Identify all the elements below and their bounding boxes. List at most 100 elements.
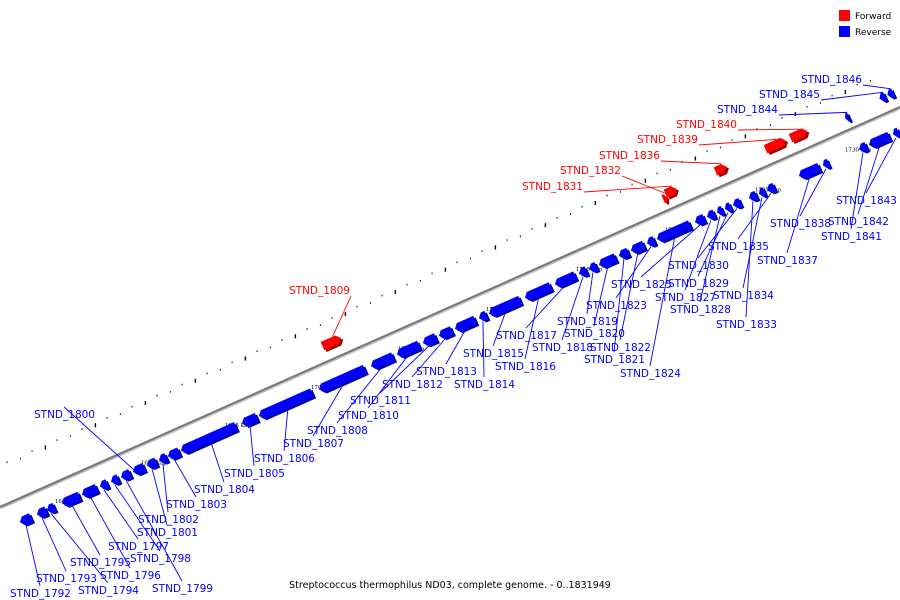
gene-feature-stnd-1834[interactable] — [757, 187, 769, 201]
gene-feature-stnd-1802[interactable] — [157, 452, 171, 466]
gene-label-stnd-1814[interactable]: STND_1814 — [454, 379, 515, 391]
gene-label-stnd-1837[interactable]: STND_1837 — [757, 255, 818, 267]
gene-feature-stnd-1823[interactable] — [645, 236, 659, 250]
gene-label-stnd-1812[interactable]: STND_1812 — [382, 379, 443, 391]
gene-label-stnd-1803[interactable]: STND_1803 — [166, 499, 227, 511]
gene-label-stnd-1815[interactable]: STND_1815 — [463, 348, 524, 360]
gene-feature-stnd-1800[interactable] — [131, 462, 149, 478]
gene-feature-stnd-1819[interactable] — [587, 261, 601, 275]
gene-feature-stnd-1835[interactable] — [765, 182, 779, 196]
gene-feature-stnd-1837[interactable] — [797, 162, 824, 182]
gene-feature-stnd-1794[interactable] — [45, 502, 59, 516]
gene-feature-stnd-1822[interactable] — [629, 240, 648, 257]
gene-feature-stnd-1808[interactable] — [369, 352, 398, 373]
gene-feature-stnd-1832[interactable] — [661, 193, 671, 206]
gene-label-stnd-1835[interactable]: STND_1835 — [708, 241, 769, 253]
gene-feature-stnd-1827[interactable] — [705, 209, 719, 223]
gene-feature-stnd-1841[interactable] — [857, 141, 871, 155]
gene-label-stnd-1811[interactable]: STND_1811 — [350, 395, 411, 407]
gene-feature-stnd-1828[interactable] — [715, 205, 727, 219]
gene-feature-stnd-1805[interactable] — [240, 412, 261, 430]
gene-feature-stnd-1836[interactable] — [713, 162, 731, 178]
gene-label-stnd-1832[interactable]: STND_1832 — [560, 165, 621, 177]
gene-label-stnd-1823[interactable]: STND_1823 — [586, 300, 647, 312]
gene-feature-stnd-1842[interactable] — [867, 131, 894, 151]
gene-label-stnd-1797[interactable]: STND_1797 — [108, 541, 169, 553]
gene-label-stnd-1818[interactable]: STND_1818 — [532, 342, 593, 354]
gene-label-stnd-1808[interactable]: STND_1808 — [307, 425, 368, 437]
gene-label-stnd-1841[interactable]: STND_1841 — [821, 231, 882, 243]
gene-feature-stnd-1807[interactable] — [317, 364, 369, 395]
gene-label-stnd-1845[interactable]: STND_1845 — [759, 89, 820, 101]
gene-feature-stnd-1792[interactable] — [18, 513, 36, 529]
gene-feature-stnd-1797[interactable] — [98, 479, 112, 493]
gene-label-stnd-1830[interactable]: STND_1830 — [668, 260, 729, 272]
gene-feature-stnd-1825[interactable] — [693, 213, 709, 228]
gene-label-stnd-1793[interactable]: STND_1793 — [36, 573, 97, 585]
gene-feature-stnd-1845[interactable] — [878, 91, 890, 105]
gene-feature-stnd-1814[interactable] — [477, 310, 491, 324]
gene-label-stnd-1804[interactable]: STND_1804 — [194, 484, 255, 496]
gene-label-stnd-1792[interactable]: STND_1792 — [10, 588, 71, 600]
gene-label-stnd-1819[interactable]: STND_1819 — [557, 316, 618, 328]
gene-label-stnd-1805[interactable]: STND_1805 — [224, 468, 285, 480]
gene-label-stnd-1813[interactable]: STND_1813 — [416, 366, 477, 378]
gene-label-stnd-1799[interactable]: STND_1799 — [152, 583, 213, 595]
gene-label-stnd-1828[interactable]: STND_1828 — [670, 304, 731, 316]
gene-feature-stnd-1830[interactable] — [731, 197, 745, 211]
gene-feature-stnd-1833[interactable] — [747, 190, 761, 204]
gene-feature-stnd-1824[interactable] — [655, 220, 695, 246]
gene-feature-stnd-1829[interactable] — [723, 202, 735, 216]
gene-label-stnd-1840[interactable]: STND_1840 — [676, 119, 737, 131]
gene-label-stnd-1843[interactable]: STND_1843 — [836, 195, 897, 207]
gene-label-stnd-1827[interactable]: STND_1827 — [655, 292, 716, 304]
gene-feature-stnd-1811[interactable] — [421, 333, 440, 350]
gene-feature-stnd-1818[interactable] — [577, 266, 591, 280]
gene-feature-stnd-1806[interactable] — [257, 388, 317, 423]
gene-label-stnd-1820[interactable]: STND_1820 — [564, 328, 625, 340]
gene-feature-stnd-1816[interactable] — [523, 282, 555, 304]
gene-feature-stnd-1798[interactable] — [109, 474, 123, 488]
gene-label-stnd-1817[interactable]: STND_1817 — [496, 330, 557, 342]
gene-feature-stnd-1839[interactable] — [763, 136, 790, 156]
gene-label-stnd-1816[interactable]: STND_1816 — [495, 361, 556, 373]
gene-feature-stnd-1813[interactable] — [453, 315, 480, 335]
gene-label-stnd-1794[interactable]: STND_1794 — [78, 585, 139, 597]
gene-feature-stnd-1803[interactable] — [166, 447, 184, 463]
gene-feature-stnd-1801[interactable] — [145, 457, 161, 472]
gene-feature-stnd-1812[interactable] — [437, 326, 456, 343]
gene-label-stnd-1821[interactable]: STND_1821 — [584, 354, 645, 366]
gene-label-stnd-1809[interactable]: STND_1809 — [289, 285, 350, 297]
gene-feature-stnd-1804[interactable] — [179, 422, 240, 457]
gene-feature-stnd-1838[interactable] — [821, 158, 833, 172]
gene-label-stnd-1825[interactable]: STND_1825 — [611, 279, 672, 291]
gene-label-stnd-1846[interactable]: STND_1846 — [801, 74, 862, 86]
gene-label-stnd-1836[interactable]: STND_1836 — [599, 150, 660, 162]
gene-label-stnd-1831[interactable]: STND_1831 — [522, 181, 583, 193]
gene-feature-stnd-1844[interactable] — [843, 112, 853, 125]
gene-label-stnd-1844[interactable]: STND_1844 — [717, 104, 778, 116]
gene-feature-stnd-1815[interactable] — [487, 295, 525, 320]
gene-label-stnd-1806[interactable]: STND_1806 — [254, 453, 315, 465]
gene-label-stnd-1822[interactable]: STND_1822 — [590, 342, 651, 354]
gene-feature-stnd-1809[interactable] — [320, 333, 345, 352]
gene-feature-stnd-1820[interactable] — [597, 253, 620, 271]
gene-feature-stnd-1810[interactable] — [395, 340, 424, 361]
gene-feature-stnd-1799[interactable] — [119, 469, 135, 484]
gene-label-stnd-1842[interactable]: STND_1842 — [828, 216, 889, 228]
gene-label-stnd-1796[interactable]: STND_1796 — [100, 570, 161, 582]
gene-label-stnd-1807[interactable]: STND_1807 — [283, 438, 344, 450]
gene-label-stnd-1802[interactable]: STND_1802 — [138, 514, 199, 526]
gene-feature-stnd-1840[interactable] — [788, 126, 811, 144]
gene-feature-stnd-1796[interactable] — [80, 483, 101, 501]
gene-feature-stnd-1795[interactable] — [60, 491, 84, 510]
gene-label-stnd-1810[interactable]: STND_1810 — [338, 410, 399, 422]
gene-label-stnd-1829[interactable]: STND_1829 — [668, 278, 729, 290]
gene-feature-stnd-1846[interactable] — [886, 88, 898, 102]
gene-label-stnd-1800[interactable]: STND_1800 — [34, 409, 95, 421]
gene-feature-stnd-1821[interactable] — [617, 247, 633, 262]
gene-label-stnd-1824[interactable]: STND_1824 — [620, 368, 681, 380]
gene-feature-stnd-1843[interactable] — [891, 127, 900, 141]
gene-label-stnd-1838[interactable]: STND_1838 — [770, 218, 831, 230]
gene-feature-stnd-1817[interactable] — [553, 271, 580, 291]
